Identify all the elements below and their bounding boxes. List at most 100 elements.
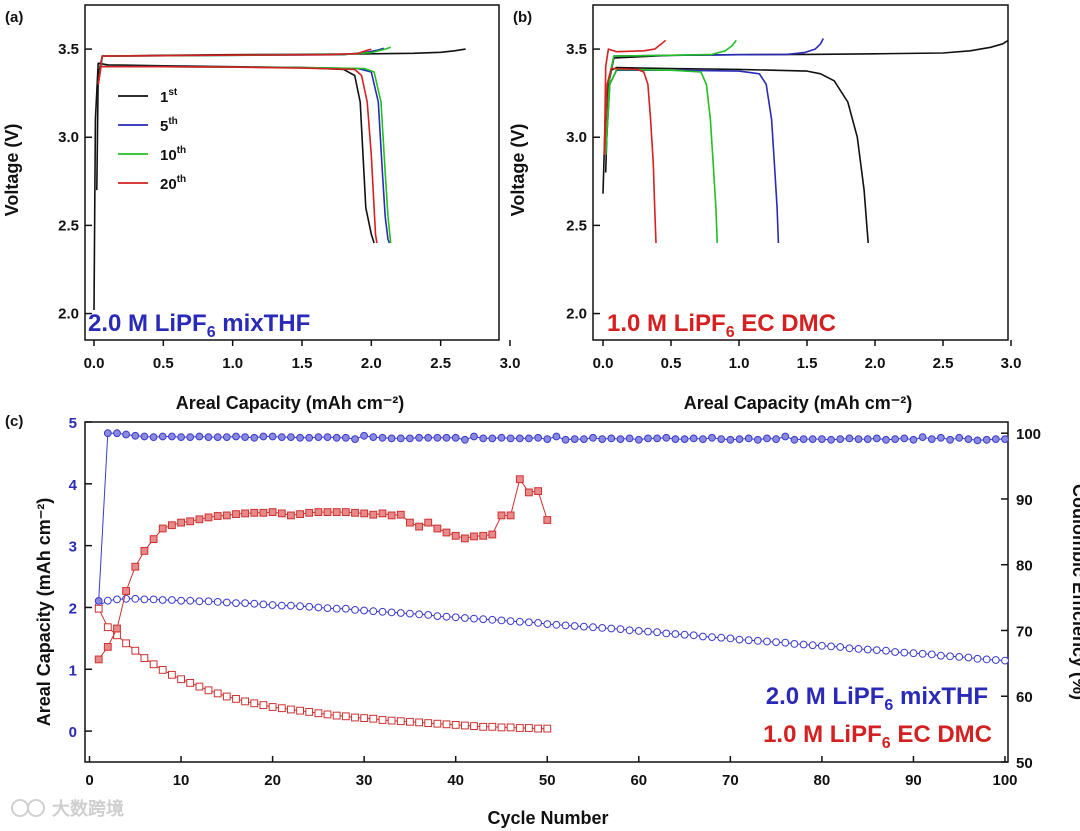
data-point: [552, 620, 561, 629]
y2-tick-label: 60: [1016, 689, 1033, 706]
data-point: [103, 643, 112, 651]
data-point: [515, 617, 524, 626]
data-point: [863, 435, 872, 444]
data-point: [168, 596, 176, 604]
data-point: [232, 510, 240, 519]
data-point: [515, 434, 524, 443]
data-point: [122, 430, 130, 439]
data-point: [561, 621, 570, 630]
x-tick-label: 0.5: [661, 355, 682, 372]
data-point: [213, 433, 222, 442]
data-point: [351, 508, 359, 517]
data-point: [515, 724, 524, 732]
data-point: [497, 723, 506, 732]
data-point: [268, 508, 277, 517]
data-point: [845, 434, 854, 443]
data-point: [369, 607, 378, 616]
x-tick-label: 1.5: [292, 355, 313, 372]
data-point: [305, 433, 314, 442]
data-point: [790, 435, 799, 444]
data-point: [204, 686, 213, 695]
data-point: [314, 603, 323, 612]
data-point: [332, 508, 341, 517]
data-point: [168, 521, 176, 530]
x-ticks-b: 0.0 0.5 1.0 1.5 2.0 2.5 3.0: [593, 340, 1022, 372]
data-point: [241, 697, 249, 706]
y-tick-label: 3.5: [58, 41, 79, 58]
data-point: [937, 433, 945, 442]
data-point: [461, 534, 469, 543]
data-point: [360, 509, 369, 518]
data-point: [195, 682, 204, 691]
data-point: [268, 601, 277, 609]
data-point: [341, 712, 350, 721]
data-point: [525, 724, 533, 732]
data-point: [872, 434, 881, 443]
data-point: [332, 711, 341, 720]
panel-c: (c) 0 1 2 3 4 5 50 60 70 80 90 100 0 10 20 30 40 50 60 70…: [5, 413, 1080, 828]
x-tick-label: 70: [722, 772, 739, 789]
data-point: [296, 602, 305, 611]
watermark-text: 大数跨境: [52, 798, 124, 820]
data-point: [305, 708, 314, 716]
data-point: [177, 518, 185, 527]
y-tick-label: 2.0: [566, 306, 587, 323]
data-point: [653, 434, 661, 443]
data-point: [717, 633, 726, 642]
data-point: [113, 595, 121, 604]
data-point: [461, 435, 469, 444]
y2-tick-label: 90: [1016, 492, 1033, 509]
y-tick-label: 2.0: [58, 306, 79, 323]
data-point: [424, 611, 433, 619]
data-point: [753, 636, 762, 645]
data-point: [369, 510, 378, 519]
data-point: [470, 722, 478, 731]
data-point: [607, 434, 616, 443]
data-point: [616, 625, 625, 633]
x-tick-label: 10: [173, 772, 190, 789]
data-point: [973, 436, 982, 445]
data-point: [570, 435, 579, 444]
data-point: [113, 624, 121, 633]
data-point: [479, 434, 488, 443]
data-point: [158, 432, 167, 441]
data-point: [323, 433, 332, 442]
data-point: [186, 596, 195, 605]
curve-1st-discharge: [602, 66, 869, 244]
data-point: [570, 622, 579, 630]
curve-20th-discharge: [97, 65, 378, 244]
data-point: [186, 433, 195, 442]
data-point: [744, 636, 753, 645]
watermark-logo-icon: [11, 799, 45, 817]
data-point: [131, 562, 140, 571]
x-tick-label: 0.0: [593, 355, 614, 372]
data-point: [927, 435, 936, 444]
x-tick-label: 3.0: [1001, 355, 1022, 372]
data-point: [378, 433, 387, 442]
data-point: [341, 433, 350, 442]
y-tick-label: 2.5: [58, 217, 79, 234]
legend-label: 1st: [160, 87, 178, 106]
data-point: [543, 620, 552, 628]
data-point: [140, 432, 149, 441]
x-tick-label: 1.0: [729, 355, 750, 372]
data-point: [177, 433, 186, 442]
data-point: [479, 615, 488, 624]
data-point: [580, 622, 588, 631]
data-point: [387, 434, 396, 443]
panel-a: (a) 2.0 2.5 3.0 3.5 0.0 0.5 1.0 1.5 2.0 2.5 3.0 1…: [2, 4, 520, 413]
curves-b: [602, 38, 1009, 244]
data-point: [689, 434, 698, 443]
data-point: [818, 641, 826, 650]
data-point: [158, 666, 167, 674]
data-point: [497, 433, 506, 442]
data-point: [241, 433, 250, 442]
curve-1st-charge: [96, 48, 466, 191]
data-point: [277, 704, 286, 713]
data-point: [845, 644, 854, 653]
series-c: [94, 429, 1009, 733]
data-point: [726, 435, 735, 444]
data-point: [918, 649, 927, 658]
data-point: [937, 651, 945, 660]
data-point: [213, 689, 222, 698]
